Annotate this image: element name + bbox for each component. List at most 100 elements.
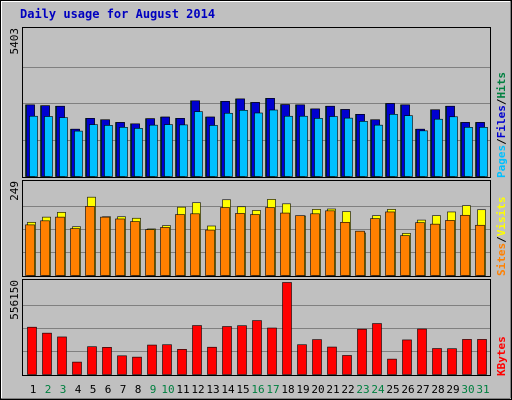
ymax-label-visits: 249 xyxy=(8,181,21,201)
bar-kbytes-25 xyxy=(387,358,397,375)
x-tick-label: 11 xyxy=(176,383,189,396)
bar-kbytes-26 xyxy=(402,339,412,375)
bar-sites-6 xyxy=(100,216,110,276)
x-tick-label: 21 xyxy=(326,383,339,396)
legend-sep-1: / xyxy=(495,138,508,145)
bar-pages-10 xyxy=(164,124,173,177)
bar-pages-25 xyxy=(389,114,398,177)
bar-pages-23 xyxy=(359,121,368,177)
bar-pages-12 xyxy=(194,111,203,177)
bar-kbytes-3 xyxy=(57,336,67,375)
x-tick-label: 23 xyxy=(356,383,369,396)
bar-kbytes-18 xyxy=(282,282,292,375)
x-tick-label: 22 xyxy=(341,383,354,396)
bar-pages-19 xyxy=(299,115,308,177)
bar-kbytes-27 xyxy=(417,328,427,375)
bar-kbytes-14 xyxy=(222,326,232,375)
bar-sites-2 xyxy=(40,220,50,276)
bar-sites-22 xyxy=(340,221,350,276)
bar-sites-5 xyxy=(85,206,95,276)
bar-pages-2 xyxy=(44,116,53,177)
bar-sites-19 xyxy=(295,215,305,276)
x-tick-label: 16 xyxy=(251,383,264,396)
bar-pages-24 xyxy=(374,124,383,177)
x-tick-label: 6 xyxy=(105,383,112,396)
x-tick-label: 8 xyxy=(135,383,142,396)
bar-sites-30 xyxy=(460,214,470,276)
x-tick-label: 12 xyxy=(191,383,204,396)
bar-pages-22 xyxy=(344,117,353,177)
bar-pages-11 xyxy=(179,124,188,177)
bar-sites-24 xyxy=(370,218,380,276)
legend-sep-2: / xyxy=(495,98,508,105)
bar-kbytes-21 xyxy=(327,346,337,375)
bar-pages-30 xyxy=(464,127,473,177)
bar-kbytes-28 xyxy=(432,348,442,375)
bar-sites-26 xyxy=(400,235,410,276)
panel-frame-kbytes xyxy=(22,279,491,376)
x-tick-label: 17 xyxy=(266,383,279,396)
bar-sites-7 xyxy=(115,218,125,276)
bar-pages-31 xyxy=(479,127,488,177)
bar-kbytes-29 xyxy=(447,348,457,375)
bar-kbytes-20 xyxy=(312,339,322,375)
bar-sites-20 xyxy=(310,213,320,276)
bar-pages-4 xyxy=(74,130,83,177)
bar-kbytes-10 xyxy=(162,344,172,375)
bar-pages-21 xyxy=(329,116,338,177)
bar-kbytes-23 xyxy=(357,328,367,375)
ymax-label-hits: 5403 xyxy=(8,28,21,55)
bar-kbytes-15 xyxy=(237,325,247,375)
bar-sites-23 xyxy=(355,230,365,276)
bar-kbytes-17 xyxy=(267,327,277,375)
bar-pages-9 xyxy=(149,124,158,177)
x-tick-label: 9 xyxy=(150,383,157,396)
bar-pages-26 xyxy=(404,115,413,177)
bar-sites-29 xyxy=(445,220,455,276)
x-tick-label: 25 xyxy=(386,383,399,396)
bar-kbytes-16 xyxy=(252,320,262,375)
bar-sites-3 xyxy=(55,216,65,276)
bar-kbytes-9 xyxy=(147,344,157,375)
bar-pages-29 xyxy=(449,116,458,177)
x-tick-label: 15 xyxy=(236,383,249,396)
bar-sites-8 xyxy=(130,221,140,276)
x-tick-label: 31 xyxy=(476,383,489,396)
bar-kbytes-1 xyxy=(27,326,37,375)
x-tick-label: 30 xyxy=(461,383,474,396)
bar-pages-8 xyxy=(134,128,143,177)
legend-visits-sites: Sites/Visits xyxy=(495,197,508,277)
bar-pages-16 xyxy=(254,112,263,177)
bar-kbytes-8 xyxy=(132,356,142,375)
ymax-label-kbytes: 556150 xyxy=(8,280,21,320)
bar-sites-4 xyxy=(70,228,80,276)
x-tick-label: 2 xyxy=(45,383,52,396)
x-tick-label: 20 xyxy=(311,383,324,396)
bar-kbytes-5 xyxy=(87,346,97,375)
bar-kbytes-22 xyxy=(342,355,352,375)
bar-pages-5 xyxy=(89,124,98,177)
legend-sites: Sites xyxy=(495,243,508,276)
bar-sites-10 xyxy=(160,227,170,276)
bar-sites-14 xyxy=(220,207,230,276)
x-tick-label: 26 xyxy=(401,383,414,396)
bar-kbytes-24 xyxy=(372,323,382,375)
bar-sites-13 xyxy=(205,229,215,276)
x-tick-label: 13 xyxy=(206,383,219,396)
bar-sites-25 xyxy=(385,211,395,276)
bar-kbytes-31 xyxy=(477,339,487,375)
x-tick-label: 4 xyxy=(75,383,82,396)
x-tick-label: 5 xyxy=(90,383,97,396)
panel-frame-hits xyxy=(22,27,491,178)
bar-sites-1 xyxy=(25,224,35,276)
bar-kbytes-7 xyxy=(117,355,127,375)
x-tick-label: 24 xyxy=(371,383,385,396)
legend-pages: Pages xyxy=(495,145,508,178)
chart-title: Daily usage for August 2014 xyxy=(20,7,215,21)
bar-sites-21 xyxy=(325,210,335,276)
x-tick-label: 29 xyxy=(446,383,459,396)
x-tick-label: 10 xyxy=(161,383,174,396)
bar-pages-7 xyxy=(119,127,128,177)
bar-sites-18 xyxy=(280,212,290,276)
